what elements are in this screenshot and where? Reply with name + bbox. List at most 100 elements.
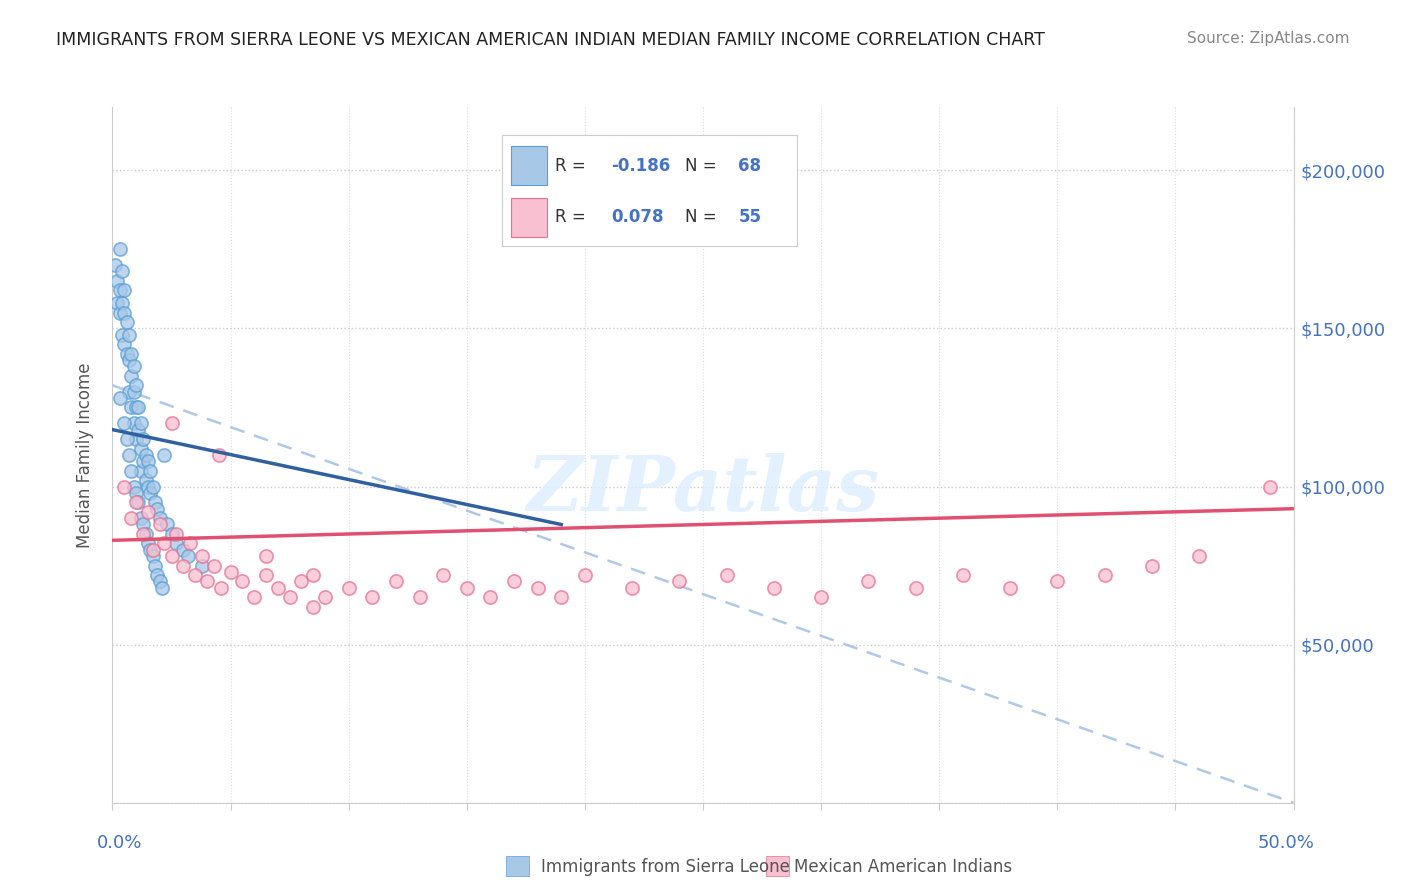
Point: [302, 599, 325, 614]
Point: [143, 495, 166, 509]
Point: [111, 264, 134, 278]
Point: [135, 473, 157, 487]
Point: [120, 347, 142, 361]
Point: [179, 536, 201, 550]
Point: [139, 542, 162, 557]
Point: [191, 558, 214, 573]
Point: [385, 574, 408, 589]
Point: [135, 527, 157, 541]
Text: 50.0%: 50.0%: [1258, 834, 1315, 852]
Point: [160, 417, 183, 431]
Point: [112, 305, 135, 319]
Point: [129, 464, 152, 478]
Point: [716, 568, 738, 582]
Point: [111, 327, 134, 342]
Point: [122, 384, 145, 399]
Point: [172, 542, 194, 557]
Point: [254, 549, 277, 563]
Point: [143, 558, 166, 573]
Point: [127, 423, 149, 437]
Point: [129, 442, 152, 456]
Point: [122, 359, 145, 374]
FancyBboxPatch shape: [506, 856, 529, 876]
Point: [132, 517, 155, 532]
Point: [432, 568, 454, 582]
Point: [108, 284, 131, 298]
Point: [195, 574, 218, 589]
Point: [120, 464, 142, 478]
Point: [1140, 558, 1163, 573]
Point: [149, 517, 172, 532]
Point: [290, 574, 312, 589]
Point: [208, 448, 231, 462]
Point: [1258, 479, 1281, 493]
Point: [172, 558, 194, 573]
Point: [146, 501, 169, 516]
Point: [115, 315, 138, 329]
Point: [858, 574, 880, 589]
Point: [219, 565, 242, 579]
Point: [177, 549, 200, 563]
Point: [149, 511, 172, 525]
Point: [762, 581, 785, 595]
Point: [314, 591, 336, 605]
Point: [191, 549, 214, 563]
Point: [904, 581, 927, 595]
Point: [118, 353, 141, 368]
Point: [668, 574, 690, 589]
Point: [479, 591, 502, 605]
Point: [153, 448, 176, 462]
Y-axis label: Median Family Income: Median Family Income: [76, 362, 94, 548]
Point: [118, 327, 141, 342]
Point: [120, 511, 142, 525]
Point: [125, 378, 148, 392]
Point: [136, 479, 159, 493]
Point: [125, 495, 148, 509]
Point: [122, 479, 145, 493]
Point: [115, 432, 138, 446]
Point: [361, 591, 384, 605]
Point: [337, 581, 360, 595]
Point: [118, 448, 141, 462]
Point: [104, 258, 127, 272]
Point: [122, 417, 145, 431]
Point: [153, 536, 176, 550]
Point: [120, 401, 142, 415]
Point: [135, 448, 157, 462]
Point: [132, 527, 155, 541]
Point: [112, 479, 135, 493]
Point: [129, 417, 152, 431]
Point: [156, 517, 179, 532]
Text: Source: ZipAtlas.com: Source: ZipAtlas.com: [1187, 31, 1350, 46]
Point: [231, 574, 253, 589]
Point: [139, 464, 162, 478]
Point: [165, 536, 187, 550]
Point: [115, 347, 138, 361]
Point: [160, 549, 183, 563]
Point: [503, 574, 526, 589]
Text: Immigrants from Sierra Leone: Immigrants from Sierra Leone: [541, 858, 790, 876]
Text: 0.0%: 0.0%: [97, 834, 142, 852]
Point: [165, 527, 187, 541]
Point: [108, 243, 131, 257]
Point: [125, 401, 148, 415]
Point: [952, 568, 974, 582]
Point: [184, 568, 207, 582]
Point: [129, 511, 152, 525]
Point: [621, 581, 644, 595]
Point: [550, 591, 572, 605]
Point: [1094, 568, 1116, 582]
Point: [132, 454, 155, 468]
Point: [150, 581, 173, 595]
Point: [108, 391, 131, 405]
Point: [810, 591, 832, 605]
Point: [136, 505, 159, 519]
Point: [160, 527, 183, 541]
Point: [456, 581, 478, 595]
Point: [142, 549, 165, 563]
Point: [574, 568, 596, 582]
Point: [1188, 549, 1211, 563]
Point: [202, 558, 225, 573]
Point: [254, 568, 277, 582]
Point: [112, 284, 135, 298]
